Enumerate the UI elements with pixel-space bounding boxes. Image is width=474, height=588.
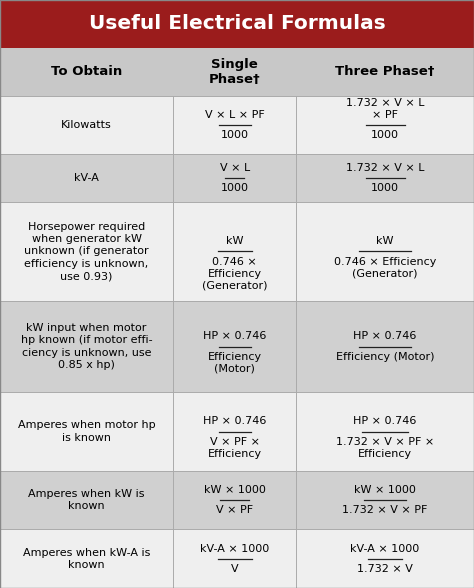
Text: V × PF ×
Efficiency: V × PF × Efficiency (208, 437, 262, 459)
Text: Useful Electrical Formulas: Useful Electrical Formulas (89, 15, 385, 34)
Text: kV-A × 1000: kV-A × 1000 (200, 543, 269, 553)
Text: 1000: 1000 (220, 131, 249, 141)
Text: HP × 0.746: HP × 0.746 (354, 416, 417, 426)
Text: HP × 0.746: HP × 0.746 (354, 332, 417, 342)
Text: Single
Phase†: Single Phase† (209, 58, 260, 86)
Text: HP × 0.746: HP × 0.746 (203, 416, 266, 426)
Text: Amperes when motor hp
is known: Amperes when motor hp is known (18, 420, 155, 443)
Text: 0.746 × Efficiency
(Generator): 0.746 × Efficiency (Generator) (334, 257, 436, 279)
Text: Kilowatts: Kilowatts (61, 120, 112, 130)
Text: 1000: 1000 (371, 183, 399, 193)
Text: Amperes when kW is
known: Amperes when kW is known (28, 489, 145, 512)
Text: 1.732 × V × L
× PF: 1.732 × V × L × PF (346, 98, 424, 119)
Bar (0, 48, 474, 96)
Text: 1000: 1000 (371, 131, 399, 141)
Text: 1.732 × V × L: 1.732 × V × L (346, 163, 424, 173)
Text: 1000: 1000 (220, 183, 249, 193)
Bar (0, 154, 474, 202)
Text: V × L: V × L (219, 163, 250, 173)
Text: V: V (231, 564, 238, 574)
Text: 1.732 × V: 1.732 × V (357, 564, 413, 574)
Bar (0, 202, 474, 300)
Bar (0, 529, 474, 588)
Text: Efficiency (Motor): Efficiency (Motor) (336, 352, 434, 362)
Bar (0, 96, 474, 154)
Bar (0, 0, 474, 48)
Text: kV-A: kV-A (74, 173, 99, 183)
Text: kW × 1000: kW × 1000 (204, 485, 265, 495)
Text: kW × 1000: kW × 1000 (354, 485, 416, 495)
Text: Efficiency
(Motor): Efficiency (Motor) (208, 352, 262, 373)
Text: HP × 0.746: HP × 0.746 (203, 332, 266, 342)
Text: kV-A × 1000: kV-A × 1000 (350, 543, 420, 553)
Text: 1.732 × V × PF ×
Efficiency: 1.732 × V × PF × Efficiency (336, 437, 434, 459)
Text: Three Phase†: Three Phase† (336, 65, 435, 78)
Text: kW input when motor
hp known (if motor effi-
ciency is unknown, use
0.85 x hp): kW input when motor hp known (if motor e… (21, 323, 152, 370)
Bar (0, 300, 474, 392)
Text: 0.746 ×
Efficiency
(Generator): 0.746 × Efficiency (Generator) (202, 257, 267, 290)
Text: To Obtain: To Obtain (51, 65, 122, 78)
Text: kW: kW (376, 236, 394, 246)
Text: V × L × PF: V × L × PF (205, 110, 264, 120)
Text: 1.732 × V × PF: 1.732 × V × PF (342, 506, 428, 516)
Text: Horsepower required
when generator kW
unknown (if generator
efficiency is unknow: Horsepower required when generator kW un… (24, 222, 149, 281)
Text: kW: kW (226, 236, 243, 246)
Text: V × PF: V × PF (216, 506, 253, 516)
Bar (0, 471, 474, 529)
Bar (0, 392, 474, 471)
Text: Amperes when kW-A is
known: Amperes when kW-A is known (23, 547, 150, 570)
